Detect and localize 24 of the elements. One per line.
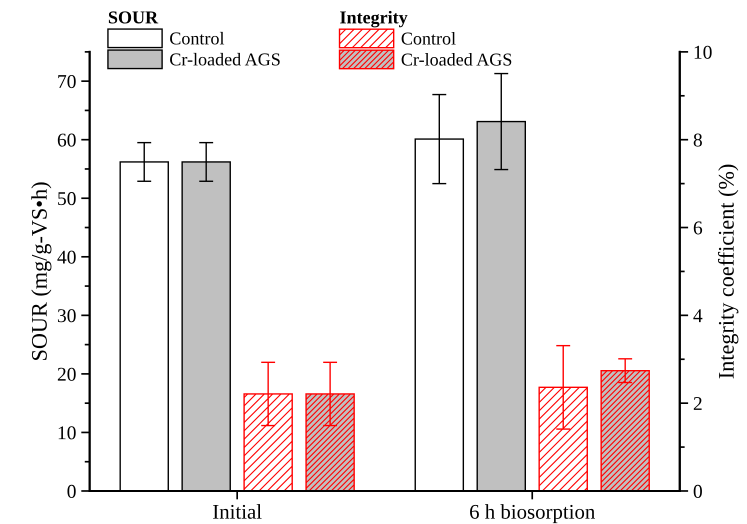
y-tick-label: 40	[57, 250, 76, 264]
y-tick-label: 30	[58, 309, 76, 322]
y-tick-label: 60	[58, 134, 76, 147]
x-tick-label: Initial	[213, 504, 262, 519]
legend-label: Cr-loaded AGS	[402, 52, 512, 66]
y-tick-label: 10	[58, 426, 76, 440]
y2-tick-label: 8	[694, 134, 702, 147]
x-tick-label: 6 h biosorption	[470, 504, 595, 524]
y-tick-label: 70	[58, 74, 76, 88]
text: SOUR	[108, 11, 158, 24]
y2-tick-label: 4	[693, 309, 702, 322]
legend-label: Control	[170, 32, 224, 45]
y2-tick-label: 2	[694, 397, 702, 410]
text: Integrity	[340, 10, 408, 28]
y2-tick-label: 10	[694, 46, 712, 59]
y2-tick-label: 6	[694, 221, 702, 234]
y-tick-label: 20	[58, 368, 76, 381]
y-tick-label: 50	[58, 192, 76, 206]
y-tick-label: 0	[67, 484, 76, 498]
legend-label: Control	[402, 32, 456, 45]
y2-tick-label: 0	[694, 484, 702, 498]
y-axis-title: SOUR (mg/g-VS•h)	[31, 182, 52, 360]
y2-axis-title: Integrity coefficient (%)	[718, 164, 738, 378]
legend-label: Cr-loaded AGS	[170, 52, 280, 66]
